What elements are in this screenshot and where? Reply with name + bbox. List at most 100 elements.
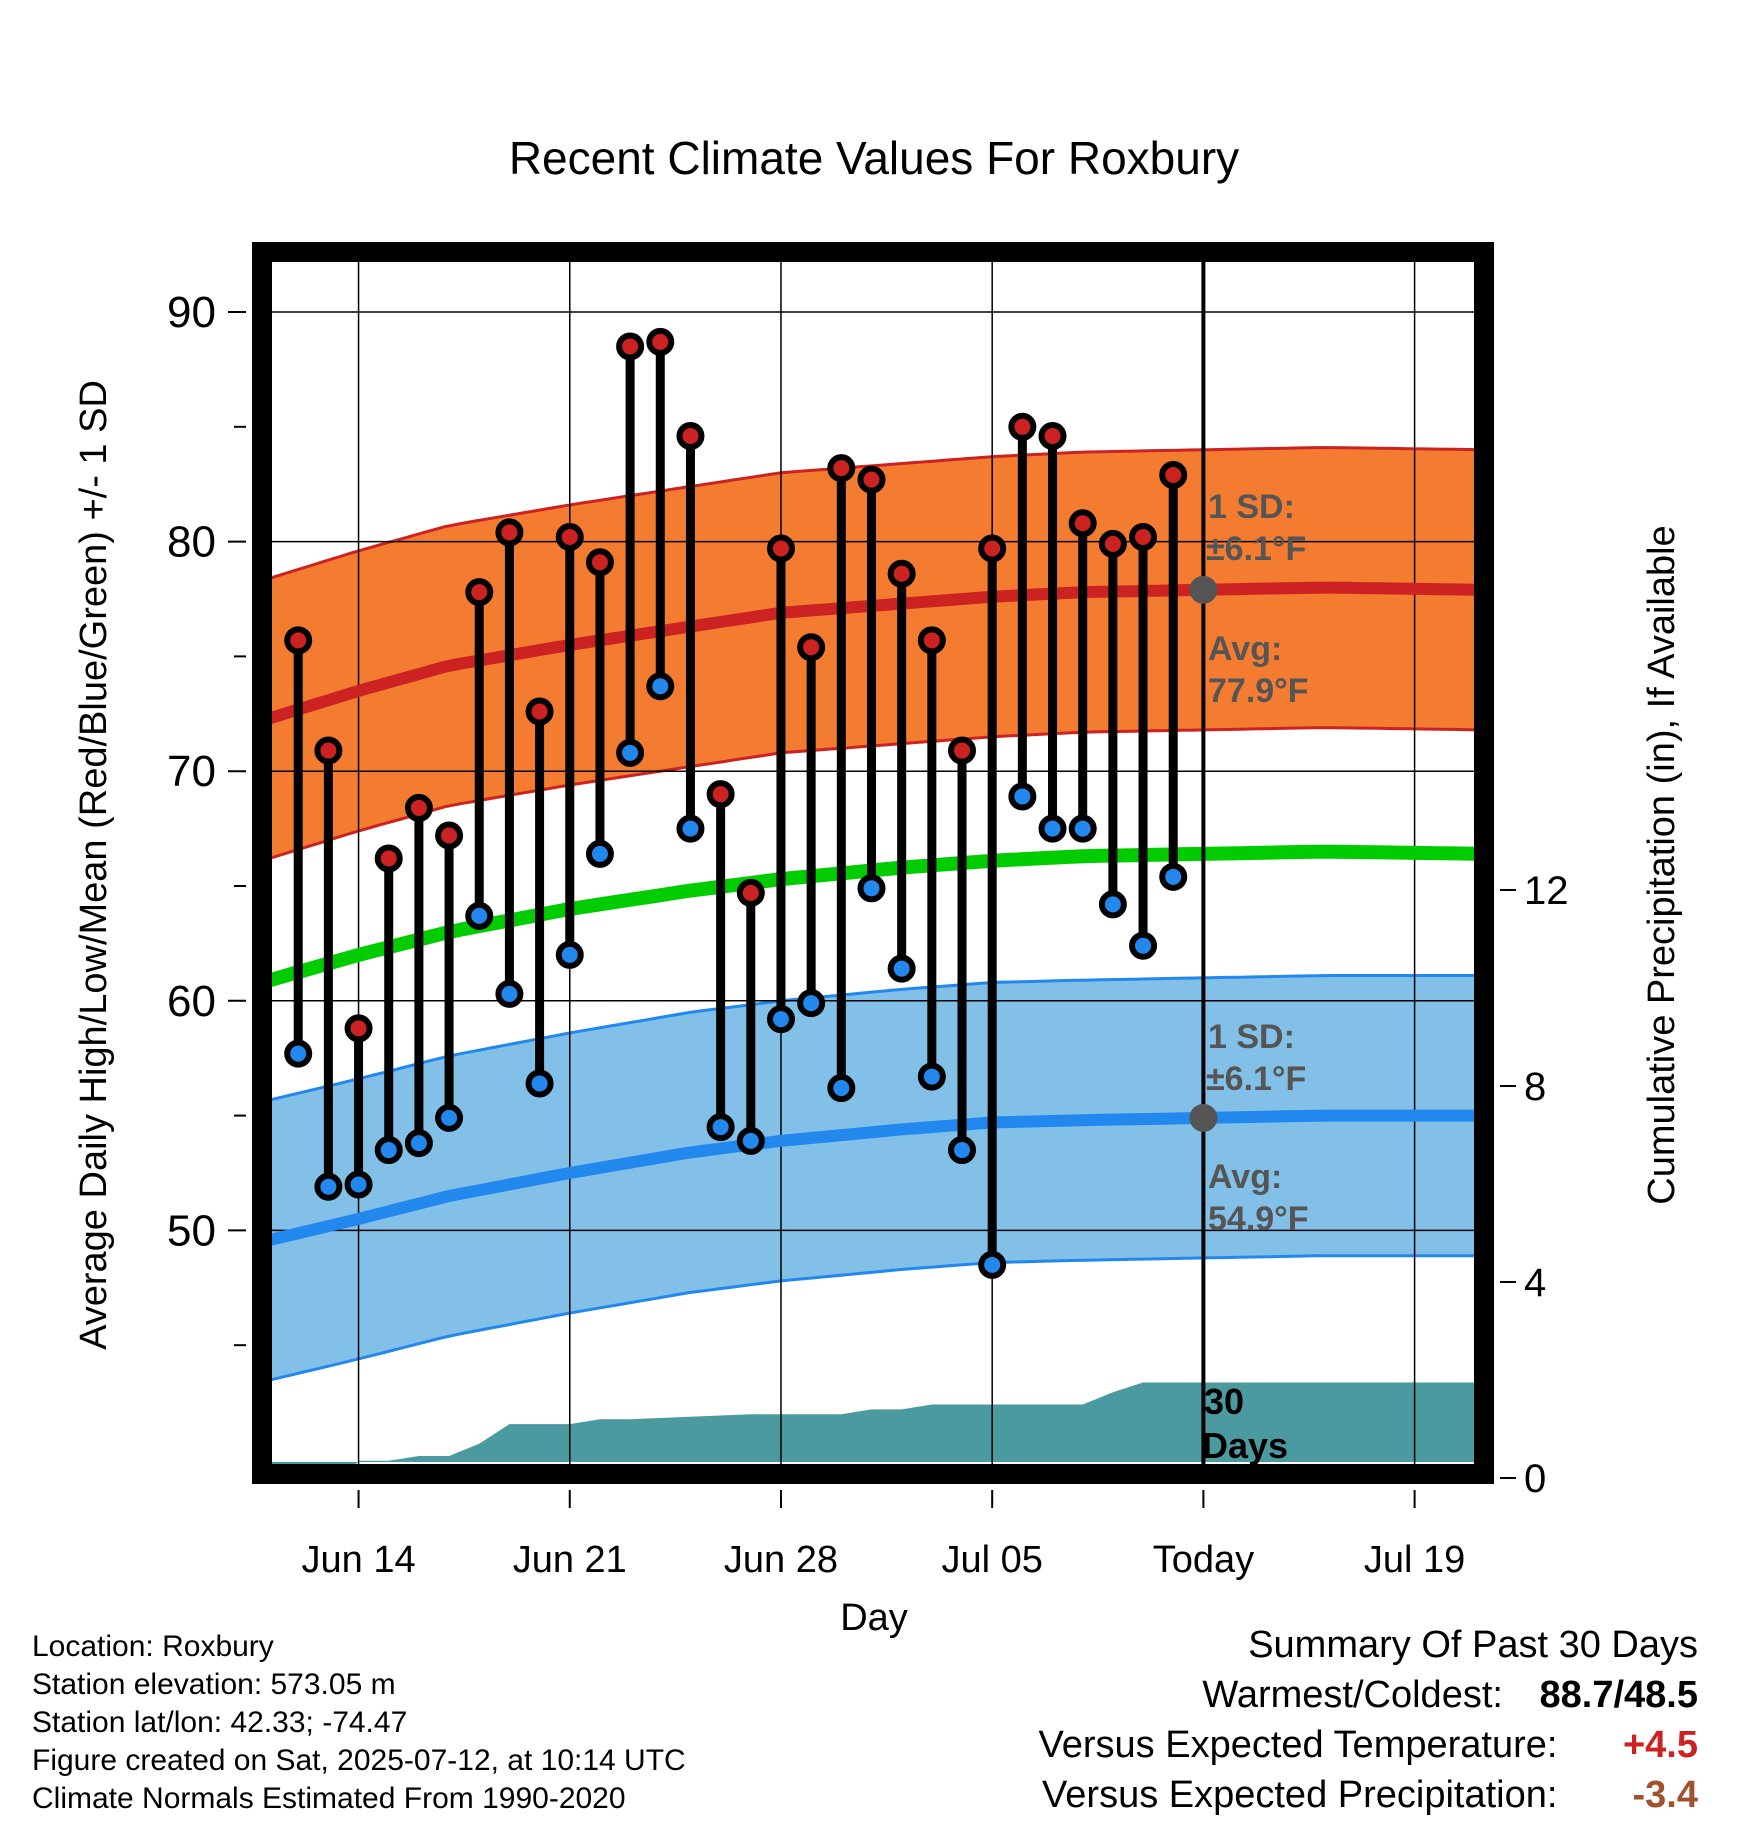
obs-low-point-25 bbox=[676, 814, 705, 843]
info-latlon: Station lat/lon: 42.33; -74.47 bbox=[32, 1706, 408, 1739]
obs-high-point-24 bbox=[646, 327, 675, 356]
obs-low-point-20 bbox=[525, 1069, 554, 1098]
precip-label: Versus Expected Precipitation: bbox=[1042, 1774, 1558, 1816]
obs-low-point-35 bbox=[978, 1250, 1007, 1279]
high-sd-label: 1 SD: bbox=[1208, 488, 1295, 526]
obs-high-point-30 bbox=[827, 454, 856, 483]
low-avg-label: Avg: bbox=[1208, 1158, 1282, 1196]
low-avg-value: 54.9°F bbox=[1208, 1200, 1309, 1238]
today-marker bbox=[1189, 252, 1218, 1474]
summary-temp-row: Versus Expected Temperature: +4.5 bbox=[1039, 1720, 1698, 1770]
obs-high-point-12 bbox=[284, 626, 313, 655]
obs-low-point-13 bbox=[314, 1172, 343, 1201]
obs-high-point-37 bbox=[1038, 421, 1067, 450]
obs-high-point-20 bbox=[525, 697, 554, 726]
x-tick-label-35: Jul 05 bbox=[941, 1539, 1042, 1581]
y-tick-label-90: 90 bbox=[167, 288, 216, 337]
obs-high-point-26 bbox=[706, 780, 735, 809]
obs-low-point-30 bbox=[827, 1074, 856, 1103]
obs-low-point-38 bbox=[1068, 814, 1097, 843]
obs-low-point-37 bbox=[1038, 814, 1067, 843]
obs-high-point-21 bbox=[555, 523, 584, 552]
obs-high-point-18 bbox=[465, 578, 494, 607]
summary-precip-row: Versus Expected Precipitation: -3.4 bbox=[1039, 1770, 1698, 1820]
obs-high-point-39 bbox=[1098, 529, 1127, 558]
y-axis-label: Average Daily High/Low/Mean (Red/Blue/Gr… bbox=[73, 380, 115, 1350]
obs-low-point-33 bbox=[917, 1062, 946, 1091]
chart-title: Recent Climate Values For Roxbury bbox=[509, 132, 1239, 184]
obs-low-point-31 bbox=[857, 874, 886, 903]
temp-value: +4.5 bbox=[1622, 1724, 1698, 1766]
obs-low-point-41 bbox=[1159, 862, 1188, 891]
obs-high-point-40 bbox=[1129, 523, 1158, 552]
precipitation-area bbox=[262, 1382, 1484, 1478]
obs-low-point-14 bbox=[344, 1170, 373, 1199]
x-tick-label-42: Today bbox=[1153, 1539, 1254, 1581]
y2-tick-label-0: 0 bbox=[1524, 1457, 1546, 1501]
precip-cumulative-area bbox=[262, 1382, 1484, 1478]
low-normal-line bbox=[260, 1109, 1484, 1248]
plot-frame bbox=[252, 242, 1494, 1484]
x-tick-label-14: Jun 14 bbox=[302, 1539, 416, 1581]
obs-low-point-23 bbox=[616, 738, 645, 767]
obs-low-point-16 bbox=[404, 1129, 433, 1158]
y-tick-label-50: 50 bbox=[167, 1206, 216, 1255]
y-tick-label-60: 60 bbox=[167, 977, 216, 1026]
obs-high-point-33 bbox=[917, 626, 946, 655]
annotations: 1 SD: ±6.1°F Avg: 77.9°F 1 SD: ±6.1°F Av… bbox=[1202, 488, 1309, 1466]
high-sd-value: ±6.1°F bbox=[1206, 530, 1306, 568]
obs-low-point-18 bbox=[465, 901, 494, 930]
obs-high-point-19 bbox=[495, 518, 524, 547]
x-tick-label-49: Jul 19 bbox=[1364, 1539, 1465, 1581]
obs-high-point-14 bbox=[344, 1014, 373, 1043]
obs-high-point-31 bbox=[857, 465, 886, 494]
obs-low-point-26 bbox=[706, 1113, 735, 1142]
obs-low-point-32 bbox=[887, 954, 916, 983]
obs-high-point-17 bbox=[435, 821, 464, 850]
info-elevation: Station elevation: 573.05 m bbox=[32, 1668, 396, 1701]
obs-high-point-16 bbox=[404, 793, 433, 822]
obs-low-point-15 bbox=[374, 1136, 403, 1165]
obs-high-point-28 bbox=[766, 534, 795, 563]
obs-low-point-39 bbox=[1098, 890, 1127, 919]
obs-low-point-28 bbox=[766, 1005, 795, 1034]
obs-low-point-22 bbox=[585, 839, 614, 868]
today-low-normal-dot bbox=[1189, 1103, 1218, 1132]
obs-high-point-29 bbox=[797, 633, 826, 662]
y2-tick-label-4: 4 bbox=[1524, 1261, 1546, 1305]
y-tick-label-70: 70 bbox=[167, 747, 216, 796]
obs-high-point-22 bbox=[585, 548, 614, 577]
low-sd-label: 1 SD: bbox=[1208, 1018, 1295, 1056]
obs-low-point-36 bbox=[1008, 782, 1037, 811]
summary-panel: Summary Of Past 30 Days Warmest/Coldest:… bbox=[1039, 1620, 1698, 1820]
high-avg-value: 77.9°F bbox=[1208, 672, 1309, 710]
obs-high-point-41 bbox=[1159, 461, 1188, 490]
warm-cold-value: 88.7/48.5 bbox=[1539, 1674, 1698, 1716]
window-label-line1: 30 bbox=[1204, 1381, 1244, 1422]
obs-low-point-40 bbox=[1129, 931, 1158, 960]
axes: 50 60 70 80 90 0 4 8 12 Jun 14 Jun 21 Jun 28 Jul 05 T… bbox=[167, 242, 1569, 1581]
obs-high-point-36 bbox=[1008, 412, 1037, 441]
obs-low-point-27 bbox=[736, 1126, 765, 1155]
y2-axis-label: Cumulative Precipitation (in), If Availa… bbox=[1641, 525, 1683, 1204]
obs-low-point-12 bbox=[284, 1039, 313, 1068]
obs-low-point-17 bbox=[435, 1103, 464, 1132]
window-label-line2: Days bbox=[1202, 1425, 1288, 1466]
obs-low-point-34 bbox=[948, 1136, 977, 1165]
low-band-upper-edge bbox=[261, 974, 1484, 1104]
info-location: Location: Roxbury bbox=[32, 1630, 274, 1663]
station-info: Location: Roxbury Station elevation: 573… bbox=[32, 1628, 686, 1818]
y-tick-label-80: 80 bbox=[167, 518, 216, 567]
obs-high-point-13 bbox=[314, 736, 343, 765]
y2-tick-label-8: 8 bbox=[1524, 1065, 1546, 1109]
x-axis-label: Day bbox=[840, 1597, 908, 1639]
obs-high-point-27 bbox=[736, 878, 765, 907]
obs-low-point-24 bbox=[646, 672, 675, 701]
obs-low-point-19 bbox=[495, 979, 524, 1008]
temp-label: Versus Expected Temperature: bbox=[1038, 1724, 1558, 1766]
obs-high-point-38 bbox=[1068, 509, 1097, 538]
today-high-normal-dot bbox=[1189, 575, 1218, 604]
precip-value: -3.4 bbox=[1632, 1774, 1698, 1816]
obs-high-point-35 bbox=[978, 534, 1007, 563]
